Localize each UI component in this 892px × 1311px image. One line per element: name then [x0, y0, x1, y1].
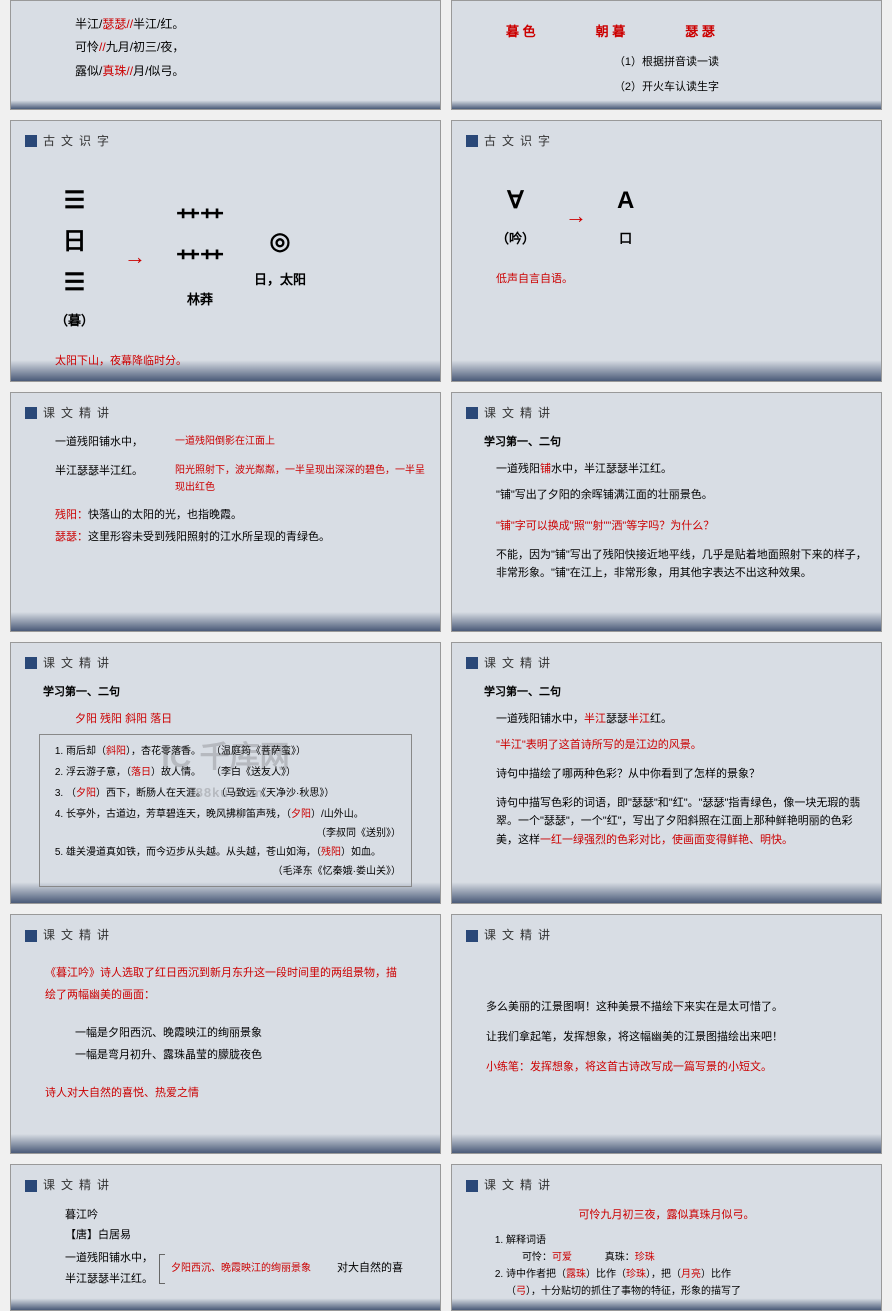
glyph-row: ∀ （吟） → A 口 [466, 161, 867, 260]
poem-full: 暮江吟 【唐】白居易 一道残阳铺水中， 半江瑟瑟半江红。 夕阳西沉、晚霞映江的绚… [25, 1206, 426, 1291]
summary-intro: 《暮江吟》诗人选取了红日西沉到新月东升这一段时间里的两组景物，描绘了两幅幽美的画… [45, 962, 406, 1006]
prompt-1: 多么美丽的江景图啊！这种美景不描绘下来实在是太可惜了。 [486, 996, 847, 1018]
slide-poem-segments: 半江/瑟瑟//半江/红。 可怜//九月/初三/夜， 露似/真珠//月/似弓。 [10, 0, 441, 110]
scene-2: 一幅是弯月初升、露珠晶莹的朦胧夜色 [45, 1044, 406, 1066]
glyph-sun: ◎ 日，太阳 [254, 222, 306, 291]
slide-ancient-char-mu: 古文识字 ☰日☰ （暮） → ⺿⺿⺿⺿ 林莽 ◎ 日，太阳 太阳下山，夜幕降临时… [10, 120, 441, 382]
section-title: 课文精讲 [25, 925, 426, 945]
question-colors: 诗句中描绘了哪两种色彩？从中你看到了怎样的景象？ [466, 765, 867, 784]
slide-lecture-2: 课文精讲 学习第一、二句 一道残阳铺水中，半江瑟瑟半江红。 "铺"写出了夕阳的余… [451, 392, 882, 632]
glyph-yin: ∀ （吟） [496, 181, 535, 250]
arrow-icon: → [124, 238, 146, 275]
section-title: 课文精讲 [25, 403, 426, 423]
list-item: （夕阳）西下，断肠人在天涯。 （马致远《天净沙·秋思》） [66, 783, 401, 804]
glyph-yin-icon: ∀ [496, 181, 535, 222]
poem-author: 【唐】白居易 [65, 1226, 426, 1245]
examples-box: 雨后却（斜阳），杏花零落香。 （温庭筠《菩萨蛮》） 浮云游子意，（落日）故人情。… [39, 734, 412, 887]
section-title: 课文精讲 [466, 925, 867, 945]
glyph-row: ☰日☰ （暮） → ⺿⺿⺿⺿ 林莽 ◎ 日，太阳 [25, 161, 426, 341]
poem-line-2: 可怜//九月/初三/夜， [25, 37, 426, 57]
section-title: 课文精讲 [466, 653, 867, 673]
task-2: （2）开火车认读生字 [466, 78, 867, 97]
slide-vocab: 暮 色 朝 暮 瑟 瑟 （1）根据拼音读一读 （2）开火车认读生字 [451, 0, 882, 110]
list-item: 长亭外，古道边，芳草碧连天，晚风拂柳笛声残，（夕阳）/山外山。 [66, 804, 401, 825]
section-title: 课文精讲 [466, 403, 867, 423]
list-item: 诗中作者把（露珠）比作（珍珠），把（月亮）比作 [506, 1266, 867, 1283]
glyph-a: A 口 [617, 181, 634, 250]
section-title: 课文精讲 [25, 653, 426, 673]
poem-title: 暮江吟 [65, 1206, 426, 1225]
explain-text: 太阳下山，夜幕降临时分。 [25, 352, 426, 371]
slide-ancient-char-yin: 古文识字 ∀ （吟） → A 口 低声自言自语。 [451, 120, 882, 382]
poem-line-1: 半江/瑟瑟//半江/红。 [25, 14, 426, 34]
list-item: 浮云游子意，（落日）故人情。 （李白《送友人》） [66, 762, 401, 783]
def-canyang: 残阳：快落山的太阳的光，也指晚霞。 [25, 506, 426, 525]
section-title: 古文识字 [25, 131, 426, 151]
verse-line: 一道残阳铺水中，半江瑟瑟半江红。 [466, 460, 867, 479]
subtitle: 学习第一、二句 [484, 683, 867, 702]
list-item: 雨后却（斜阳），杏花零落香。 （温庭筠《菩萨蛮》） [66, 741, 401, 762]
arrow-icon: → [565, 197, 587, 234]
synonyms: 夕阳 残阳 斜阳 落日 [25, 710, 426, 729]
verse-colored: 一道残阳铺水中，半江瑟瑟半江红。 [466, 710, 867, 729]
slide-lecture-1: 课文精讲 一道残阳铺水中， 一道残阳倒影在江面上 半江瑟瑟半江红。 阳光照射下，… [10, 392, 441, 632]
subtitle: 学习第一、二句 [484, 433, 867, 452]
poem-annotation-1: 一道残阳铺水中， 一道残阳倒影在江面上 [25, 433, 426, 452]
scene-1: 一幅是夕阳西沉、晚霞映江的绚丽景象 [45, 1022, 406, 1044]
word-defs: 可怜：可爱 真珠：珍珠 [506, 1249, 867, 1266]
summary-block: 《暮江吟》诗人选取了红日西沉到新月东升这一段时间里的两组景物，描绘了两幅幽美的画… [25, 962, 426, 1104]
def-sese: 瑟瑟：这里形容未受到残阳照射的江水所呈现的青绿色。 [25, 528, 426, 547]
question: "铺"字可以换成"照""射""洒"等字吗？为什么？ [466, 517, 867, 536]
source-line: （李叔同《送别》） [50, 825, 401, 842]
answer: 不能，因为"铺"写出了残阳快接近地平线，几乎是贴着地面照射下来的样子，非常形象。… [466, 546, 867, 583]
task-1: （1）根据拼音读一读 [466, 53, 867, 72]
section-title: 课文精讲 [25, 1175, 426, 1195]
vocab-words: 暮 色 朝 暮 瑟 瑟 [466, 21, 867, 43]
glyph-a-icon: A [617, 181, 634, 222]
poem-annotation-2: 半江瑟瑟半江红。 阳光照射下，波光粼粼，一半呈现出深深的碧色，一半呈现出红色 [25, 462, 426, 496]
explain-list: 解释词语 可怜：可爱 真珠：珍珠 诗中作者把（露珠）比作（珍珠），把（月亮）比作… [466, 1232, 867, 1300]
explain-text: 低声自言自语。 [466, 270, 867, 289]
writing-prompt: 多么美丽的江景图啊！这种美景不描绘下来实在是太可惜了。 让我们拿起笔，发挥想象，… [466, 956, 867, 1078]
glyph-sun-icon: ◎ [254, 222, 306, 263]
glyph-char-icon: ☰日☰ [55, 181, 94, 303]
banjiang-note: "半江"表明了这首诗所写的是江边的风景。 [466, 736, 867, 755]
slide-lecture-4: 课文精讲 学习第一、二句 一道残阳铺水中，半江瑟瑟半江红。 "半江"表明了这首诗… [451, 642, 882, 905]
section-title: 古文识字 [466, 131, 867, 151]
subtitle: 学习第一、二句 [43, 683, 426, 702]
continuation: （弓），十分贴切的抓住了事物的特征，形象的描写了 [506, 1283, 867, 1300]
slide-lecture-6: 课文精讲 多么美丽的江景图啊！这种美景不描绘下来实在是太可惜了。 让我们拿起笔，… [451, 914, 882, 1154]
exercise: 小练笔：发挥想象，将这首古诗改写成一篇写景的小短文。 [486, 1056, 847, 1078]
source-line: （毛泽东《忆秦娥·娄山关》） [50, 863, 401, 880]
poem-line-3: 露似/真珠//月/似弓。 [25, 61, 426, 81]
section-title: 课文精讲 [466, 1175, 867, 1195]
list-item: 解释词语 [506, 1232, 867, 1249]
prompt-2: 让我们拿起笔，发挥想象，将这幅幽美的江景图描绘出来吧！ [486, 1026, 847, 1048]
answer-colors: 诗句中描写色彩的词语，即"瑟瑟"和"红"。"瑟瑟"指青绿色，像一块无瑕的翡翠。一… [466, 794, 867, 850]
emotion: 诗人对大自然的喜悦、热爱之情 [45, 1082, 406, 1104]
slide-lecture-7: 课文精讲 暮江吟 【唐】白居易 一道残阳铺水中， 半江瑟瑟半江红。 夕阳西沉、晚… [10, 1164, 441, 1311]
glyph-mu: ☰日☰ （暮） [55, 181, 94, 331]
glyph-forest-icon: ⺿⺿⺿⺿ [176, 202, 224, 284]
slide-lecture-5: 课文精讲 《暮江吟》诗人选取了红日西沉到新月东升这一段时间里的两组景物，描绘了两… [10, 914, 441, 1154]
list-item: 雄关漫道真如铁，而今迈步从头越。从头越，苍山如海，（残阳）如血。 [66, 842, 401, 863]
slide-lecture-3: 课文精讲 学习第一、二句 夕阳 残阳 斜阳 落日 雨后却（斜阳），杏花零落香。 … [10, 642, 441, 905]
poem-with-note: 一道残阳铺水中， 半江瑟瑟半江红。 夕阳西沉、晚霞映江的绚丽景象 对大自然的喜 [65, 1247, 426, 1290]
verse-34: 可怜九月初三夜，露似真珠月似弓。 [466, 1206, 867, 1225]
slide-lecture-8: 课文精讲 可怜九月初三夜，露似真珠月似弓。 解释词语 可怜：可爱 真珠：珍珠 诗… [451, 1164, 882, 1311]
explain-pu: "铺"写出了夕阳的余晖铺满江面的壮丽景色。 [466, 486, 867, 505]
glyph-forest: ⺿⺿⺿⺿ 林莽 [176, 202, 224, 312]
